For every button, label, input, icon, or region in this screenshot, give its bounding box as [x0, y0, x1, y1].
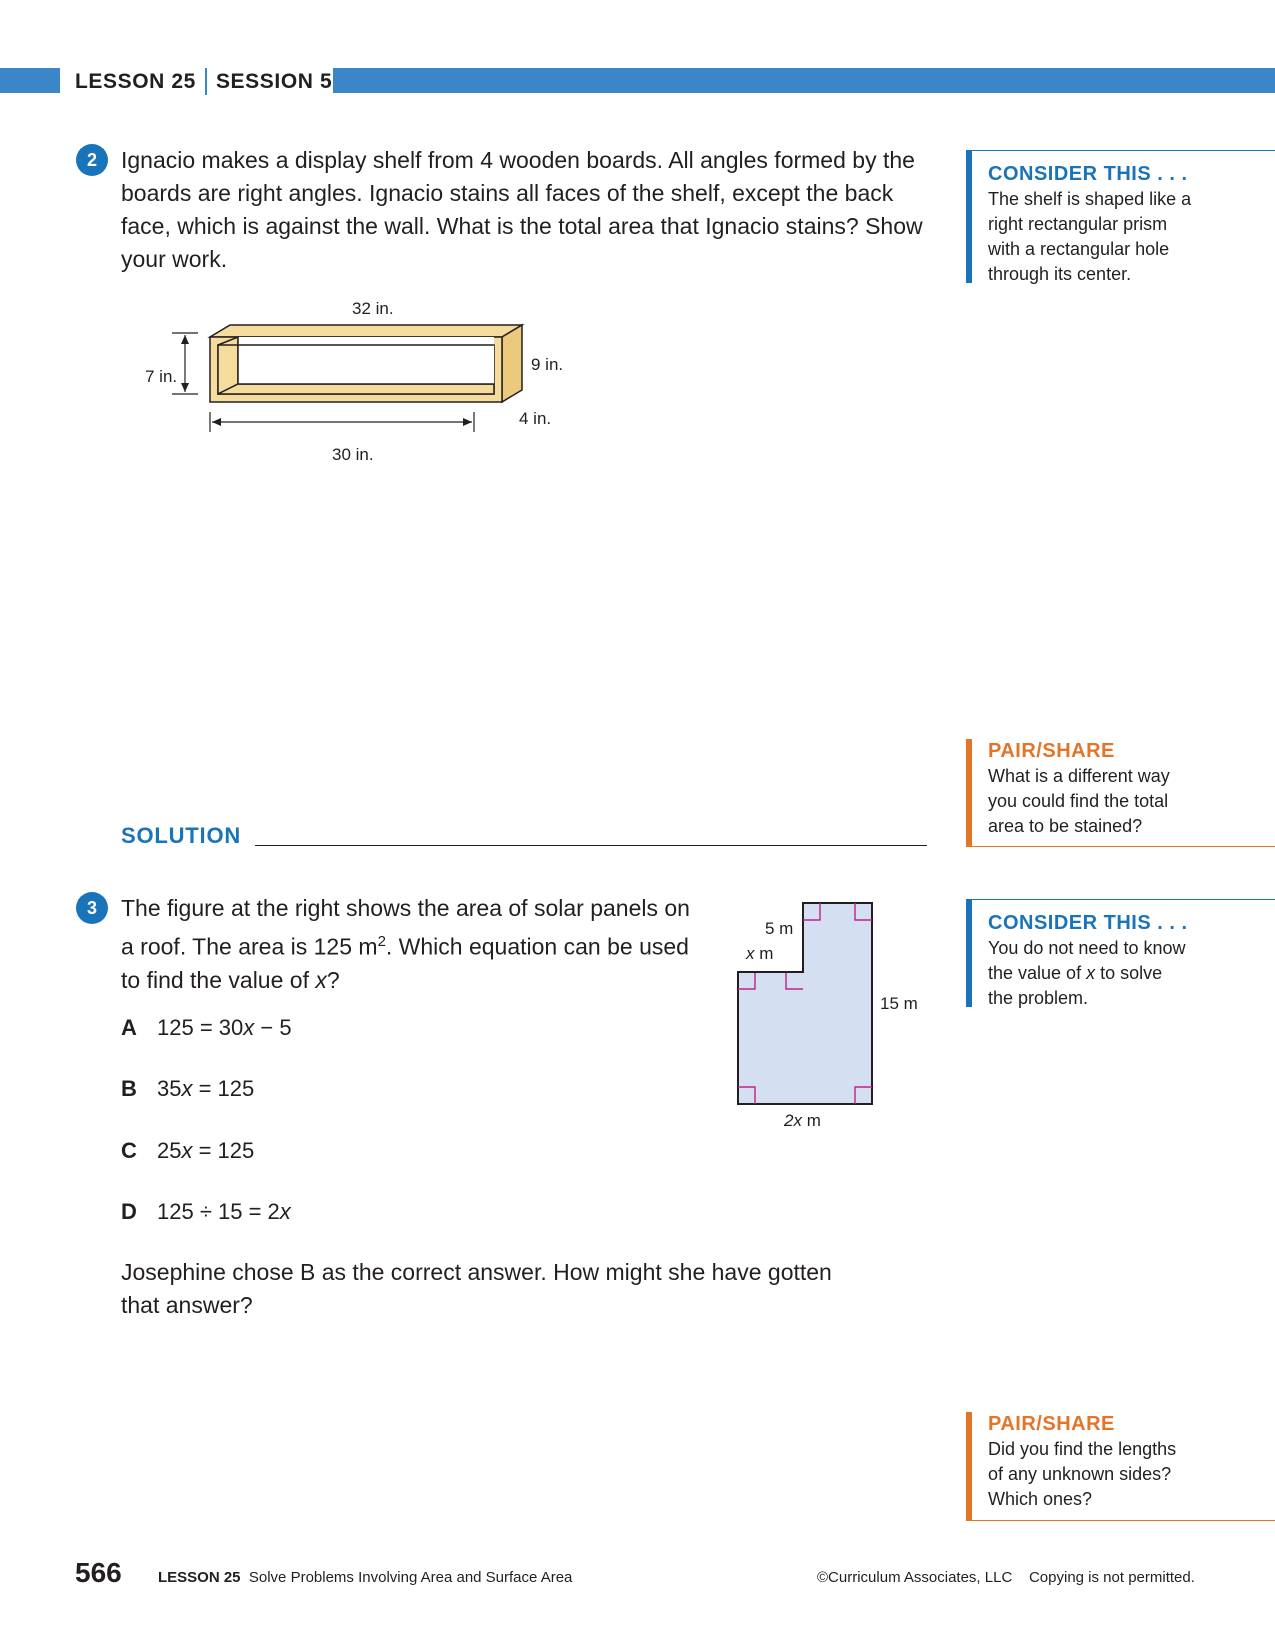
question-3-number: 3 [76, 892, 108, 924]
solar-label-2xm: 2x m [784, 1111, 821, 1130]
page-number: 566 [75, 1557, 122, 1588]
pair-share-box-1: PAIR/SHARE What is a different way you c… [966, 739, 1275, 847]
footer-copyright: ©Curriculum Associates, LLC Copying is n… [817, 1569, 1195, 1586]
shelf-label-7in: 7 in. [145, 367, 178, 386]
question-3-text: The figure at the right shows the area o… [121, 895, 690, 993]
question-2-text: Ignacio makes a display shelf from 4 woo… [121, 147, 923, 272]
header-separator [204, 68, 207, 95]
pair-share-body-2: Did you find the lengths of any unknown … [988, 1439, 1177, 1509]
pair-share-body-1: What is a different way you could find t… [988, 766, 1170, 836]
shelf-label-32in: 32 in. [352, 299, 394, 318]
solar-label-15m: 15 m [880, 994, 918, 1013]
question-3-followup: Josephine chose B as the correct answer.… [121, 1259, 832, 1318]
header-bar-left [0, 68, 60, 93]
header-bar-right [333, 68, 1275, 93]
shelf-label-30in: 30 in. [332, 445, 374, 464]
pair-share-title-1: PAIR/SHARE [988, 740, 1115, 762]
question-2-number: 2 [76, 144, 108, 176]
shelf-top-face [207, 324, 525, 338]
right-angle-marks [738, 903, 872, 1104]
choice-d[interactable]: D 125 ÷ 15 = 2x [121, 1199, 291, 1224]
consider-this-title-1: CONSIDER THIS . . . [988, 163, 1188, 185]
solution-answer-line[interactable] [255, 845, 927, 846]
solar-label-xm: x m [746, 944, 774, 963]
consider-this-box-1: CONSIDER THIS . . . The shelf is shaped … [966, 150, 1275, 284]
solar-panel-shape [737, 902, 873, 1105]
solution-label: SOLUTION [121, 823, 242, 848]
shelf-hole-back [238, 337, 494, 384]
shelf-label-9in: 9 in. [531, 355, 564, 374]
pair-share-box-2: PAIR/SHARE Did you find the lengths of a… [966, 1412, 1275, 1521]
consider-this-title-2: CONSIDER THIS . . . [988, 912, 1188, 934]
consider-this-body-2: You do not need to know the value of x t… [988, 938, 1186, 1008]
choice-c[interactable]: C 25x = 125 [121, 1138, 255, 1163]
header-session: SESSION 5 [215, 69, 333, 93]
shelf-hole-bottom-face [217, 383, 495, 395]
shelf-label-4in: 4 in. [519, 409, 552, 428]
header-lesson: LESSON 25 [75, 69, 196, 93]
choice-a[interactable]: A 125 = 30x − 5 [121, 1015, 292, 1040]
solar-label-5m: 5 m [765, 919, 794, 938]
consider-this-body-1: The shelf is shaped like a right rectang… [988, 189, 1192, 284]
solar-panel-figure [737, 902, 873, 1105]
footer-lesson: LESSON 25 Solve Problems Involving Area … [158, 1569, 573, 1586]
pair-share-title-2: PAIR/SHARE [988, 1413, 1115, 1435]
header-lesson-session: LESSON 25 SESSION 5 [75, 68, 332, 95]
shelf-right-face [501, 323, 523, 404]
choice-b[interactable]: B 35x = 125 [121, 1076, 255, 1101]
consider-this-box-2: CONSIDER THIS . . . You do not need to k… [966, 899, 1275, 1008]
shelf-figure [172, 323, 525, 432]
